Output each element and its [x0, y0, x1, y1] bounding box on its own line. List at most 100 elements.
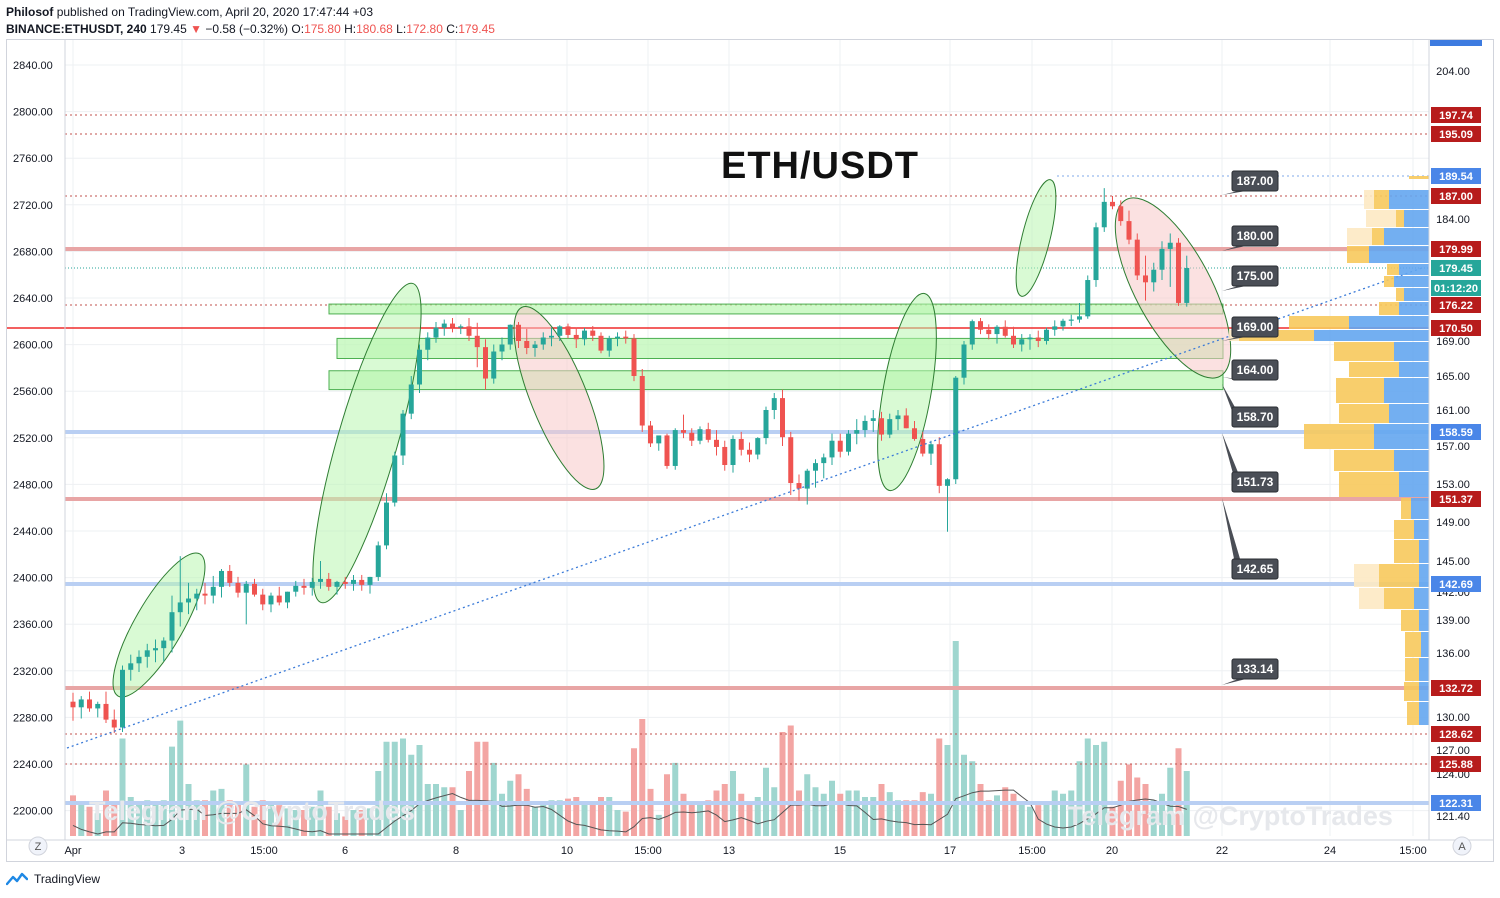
price-label-text: 197.74	[1439, 110, 1474, 122]
left-axis-tick: 2280.00	[13, 712, 53, 724]
time-axis-tick: 15	[834, 845, 846, 857]
tradingview-logo-icon[interactable]	[6, 872, 28, 886]
volume-bar	[1043, 803, 1050, 836]
price-callout[interactable]: 180.00	[1222, 225, 1279, 251]
price-callout[interactable]: 133.14	[1222, 658, 1279, 685]
candle-body	[474, 335, 480, 348]
candle-body	[243, 583, 249, 593]
candle-body	[705, 429, 711, 440]
volume-bar	[911, 800, 918, 836]
price-label: 142.69	[1431, 576, 1481, 592]
time-axis-tick: Apr	[64, 845, 81, 857]
candle	[656, 435, 662, 451]
candle	[837, 433, 843, 458]
candle-body	[804, 470, 810, 489]
author-name[interactable]: Philosof	[6, 5, 54, 19]
candle	[1085, 275, 1091, 319]
candle-body	[483, 347, 488, 379]
candle-body	[507, 324, 513, 345]
price-callout[interactable]: 187.00	[1222, 170, 1279, 195]
callout-label: 180.00	[1237, 229, 1274, 243]
candle-body	[573, 334, 579, 340]
candle-body	[235, 582, 241, 593]
volume-profile-bar	[1289, 316, 1349, 329]
candle	[639, 369, 645, 432]
right-axis-tick: 204.00	[1436, 66, 1470, 78]
left-axis-tick: 2560.00	[13, 386, 53, 398]
price-callout[interactable]: 169.00	[1222, 316, 1279, 341]
auto-scale-button[interactable]: Z	[28, 836, 48, 856]
price-chart[interactable]: 187.00 180.00 175.00 169.00 164.00 158.70 151.…	[7, 40, 1493, 861]
volume-profile-bar	[1407, 702, 1419, 725]
price-callout[interactable]: 158.70	[1222, 384, 1279, 428]
candle-body	[78, 699, 84, 708]
left-axis-tick: 2400.00	[13, 573, 53, 585]
price-callout[interactable]: 175.00	[1222, 265, 1279, 291]
volume-profile-bar	[1339, 404, 1389, 423]
volume-bar	[152, 801, 159, 836]
tradingview-brand[interactable]: TradingView	[34, 872, 101, 886]
volume-bar	[1027, 806, 1033, 836]
price-callout[interactable]: 151.73	[1222, 433, 1279, 493]
volume-profile-bar	[1384, 378, 1429, 403]
candle	[318, 561, 323, 589]
price-label-bg	[1431, 680, 1481, 696]
candle-body	[903, 415, 909, 429]
volume-profile-bar	[1394, 342, 1429, 361]
volume-bar	[680, 793, 687, 836]
candle	[590, 325, 596, 341]
candle-body	[1052, 326, 1058, 330]
candle-body	[1011, 335, 1016, 345]
price-label: 197.74	[1431, 107, 1481, 123]
volume-bar	[903, 800, 910, 836]
volume-bar	[1175, 748, 1182, 836]
volume-bar	[416, 745, 423, 836]
volume-bar	[276, 805, 283, 836]
candle	[120, 665, 125, 732]
volume-bar	[985, 800, 992, 836]
candle	[392, 451, 398, 507]
price-label: 179.99	[1431, 241, 1481, 257]
candle	[186, 582, 191, 615]
candle-body	[1019, 339, 1025, 345]
price-label: 170.50	[1431, 320, 1481, 336]
candle-body	[730, 438, 736, 465]
candle-body	[433, 327, 439, 338]
candle-body	[771, 398, 777, 410]
candle-body	[227, 570, 233, 583]
candle-body	[268, 595, 274, 605]
candle-body	[202, 593, 208, 596]
price-callout[interactable]: 142.65	[1222, 498, 1279, 580]
volume-bar	[177, 720, 184, 836]
axis-top-marker	[1430, 40, 1482, 46]
callout-box	[1231, 265, 1279, 287]
candle-body	[540, 337, 546, 345]
candle-body	[1101, 201, 1107, 228]
volume-bar	[952, 641, 959, 836]
candle-body	[169, 612, 175, 641]
callout-box	[1231, 225, 1279, 247]
candle-body	[276, 595, 282, 603]
right-axis-tick: 121.40	[1436, 811, 1470, 823]
candle-body	[161, 640, 167, 649]
candle	[334, 580, 340, 595]
volume-profile-bar	[1399, 264, 1429, 275]
candle-body	[425, 337, 431, 350]
price-callout[interactable]: 164.00	[1222, 359, 1279, 381]
volume-bar	[301, 810, 307, 836]
volume-bar	[713, 790, 720, 836]
price-label-bg	[1431, 576, 1481, 592]
volume-profile-bar	[1349, 316, 1429, 329]
auto-button[interactable]: A	[1452, 836, 1472, 856]
volume-profile-bar	[1414, 588, 1429, 609]
candle-body	[111, 719, 117, 728]
chart-frame[interactable]: 187.00 180.00 175.00 169.00 164.00 158.70 151.…	[6, 39, 1494, 862]
time-axis-tick: 15:00	[1399, 845, 1427, 857]
candle	[598, 332, 604, 354]
price-label-text: 170.50	[1439, 323, 1473, 335]
symbol-name[interactable]: BINANCE:ETHUSDT, 240	[6, 22, 147, 36]
candle	[903, 408, 909, 429]
left-axis-tick: 2640.00	[13, 293, 53, 305]
candle-body	[103, 703, 109, 720]
volume-profile-bar	[1409, 176, 1429, 179]
